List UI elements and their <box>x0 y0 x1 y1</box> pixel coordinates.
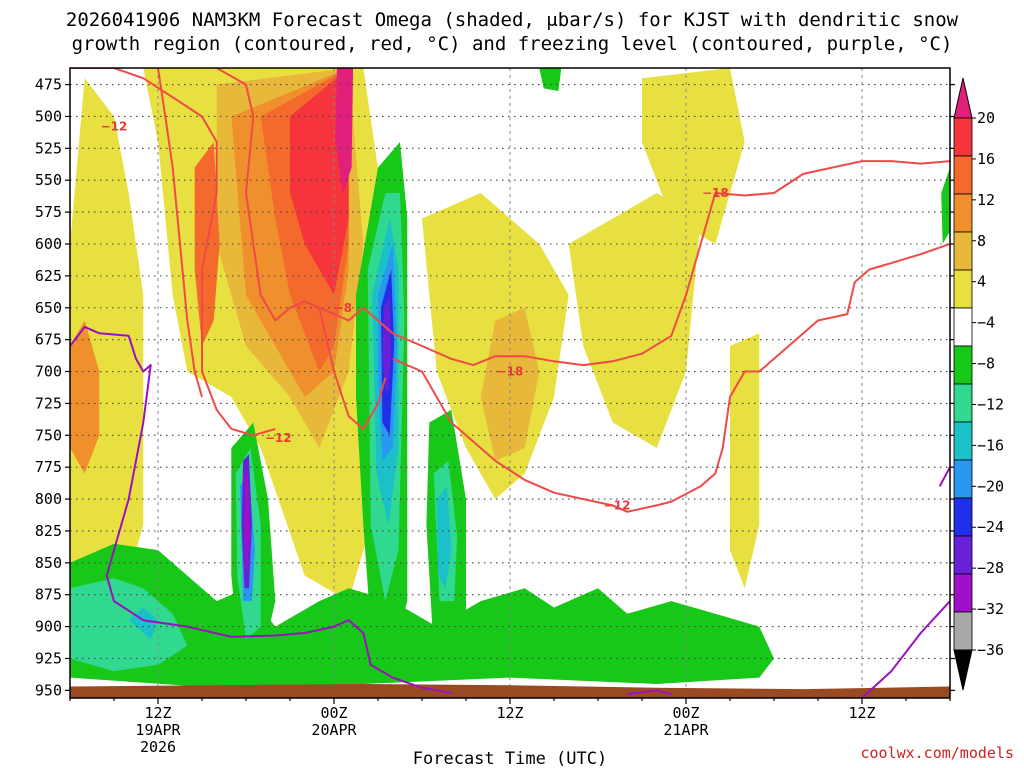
y-tick-label-775: 775 <box>35 458 62 476</box>
colorbar-label-11: −28 <box>977 559 1004 577</box>
colorbar-label-13: −36 <box>977 641 1004 659</box>
contour-freezing-level-edge <box>938 466 950 487</box>
y-tick-label-725: 725 <box>35 394 62 412</box>
omega-region-sink-col1-violet <box>244 473 250 576</box>
colorbar-label-9: −20 <box>977 477 1004 495</box>
y-tick-label-950: 950 <box>35 681 62 699</box>
x-tick-label-6-0: 12Z <box>144 704 171 722</box>
chart-title-line-2: growth region (contoured, red, °C) and f… <box>72 33 953 55</box>
y-tick-label-825: 825 <box>35 522 62 540</box>
colorbar-label-10: −24 <box>977 518 1004 536</box>
colorbar-bin-1 <box>953 155 973 195</box>
y-axis: 475 500 525 550 575 600 625 650 675 700 725 750 775 8… <box>35 76 955 699</box>
y-tick-label-475: 475 <box>35 76 62 94</box>
y-tick-label-650: 650 <box>35 299 62 317</box>
y-tick-label-575: 575 <box>35 203 62 221</box>
x-tick-label-42-0: 00Z <box>672 704 699 722</box>
colorbar-bin-11 <box>953 535 973 575</box>
y-tick-label-750: 750 <box>35 426 62 444</box>
colorbar-bin-5 <box>953 307 973 347</box>
omega-region-ascent-late-strip <box>730 333 760 589</box>
colorbar-label-5: −4 <box>977 314 995 332</box>
x-tick-label-42-1: 21APR <box>663 721 709 739</box>
y-tick-label-925: 925 <box>35 649 62 667</box>
y-tick-label-625: 625 <box>35 267 62 285</box>
contour-dgz-minus12-upper <box>70 68 233 430</box>
contour-label-dgz-minus12-upper: −12 <box>101 120 128 134</box>
contour-freezing-level-right <box>861 600 950 698</box>
contour-label-dgz-minus18-cut: −8 <box>334 301 352 315</box>
chart-title-line-1: 2026041906 NAM3KM Forecast Omega (shaded… <box>66 9 959 31</box>
colorbar-label-2: 12 <box>977 191 995 209</box>
x-tick-label-6-1: 19APR <box>135 721 181 739</box>
contour-freezing-level-bottom <box>627 689 672 696</box>
x-tick-label-6-2: 2026 <box>140 738 176 756</box>
omega-region-sink-ur-green-2 <box>941 167 950 244</box>
contour-dgz-minus18-main <box>216 68 950 367</box>
contour-freezing-level-left <box>70 325 452 694</box>
credit-link[interactable]: coolwx.com/models <box>860 744 1014 762</box>
y-tick-label-875: 875 <box>35 586 62 604</box>
colorbar-bin-13 <box>953 611 973 651</box>
colorbar-label-12: −32 <box>977 600 1004 618</box>
colorbar-label-8: −16 <box>977 436 1004 454</box>
y-tick-label-550: 550 <box>35 171 62 189</box>
omega-region-ascent-day2-yellow <box>568 193 701 448</box>
y-tick-label-800: 800 <box>35 490 62 508</box>
colorbar: 20 16 12 8 4 −4 −8 −12 −16 −20 −24 −28 −32 −36 <box>953 77 1004 691</box>
y-tick-label-850: 850 <box>35 554 62 572</box>
contour-label-dgz-minus12-lower: −12 <box>604 498 631 512</box>
y-tick-label-700: 700 <box>35 363 62 381</box>
colorbar-label-1: 16 <box>977 150 995 168</box>
y-tick-label-675: 675 <box>35 331 62 349</box>
contour-dgz-minus18-left <box>157 68 203 398</box>
colorbar-bin-8 <box>953 421 973 461</box>
colorbar-label-4: 4 <box>977 273 986 291</box>
colorbar-bin-7 <box>953 383 973 423</box>
y-tick-label-500: 500 <box>35 107 62 125</box>
x-tick-label-54-0: 12Z <box>848 704 875 722</box>
omega-region-ascent-main-peak <box>335 68 354 193</box>
colorbar-bin-4 <box>953 269 973 309</box>
terrain-layer <box>70 684 950 698</box>
colorbar-label-7: −12 <box>977 395 1004 413</box>
contour-label-dgz-minus12-mid: −12 <box>265 431 292 445</box>
colorbar-bin-3 <box>953 231 973 271</box>
colorbar-bin-0 <box>953 117 973 157</box>
colorbar-bottom-extend <box>953 649 973 691</box>
contour-dgz-minus12-lower <box>392 243 950 513</box>
x-tick-label-18-1: 20APR <box>311 721 357 739</box>
contour-label-dgz-minus18-main: −18 <box>497 365 524 379</box>
terrain-ground <box>70 684 950 698</box>
contour-label-dgz-minus18-left: −18 <box>702 186 729 200</box>
y-tick-label-900: 900 <box>35 618 62 636</box>
x-axis-label: Forecast Time (UTC) <box>413 749 607 768</box>
y-tick-label-525: 525 <box>35 139 62 157</box>
contour-dgz-minus18-cut <box>318 307 387 430</box>
colorbar-bin-6 <box>953 345 973 385</box>
grid-layer <box>70 68 950 698</box>
colorbar-bin-2 <box>953 193 973 233</box>
colorbar-bin-9 <box>953 459 973 499</box>
omega-region-sink-col3-cyan <box>436 486 452 589</box>
contour-layer <box>70 68 950 698</box>
colorbar-bin-12 <box>953 573 973 613</box>
colorbar-top-extend <box>953 77 973 119</box>
colorbar-label-3: 8 <box>977 232 986 250</box>
x-tick-label-30-0: 12Z <box>496 704 523 722</box>
omega-region-ascent-day2-upper <box>642 68 745 244</box>
colorbar-label-6: −8 <box>977 355 995 373</box>
contour-label-layer: −12 −18 −18 −8 −12 −12 <box>101 120 729 513</box>
omega-region-sink-ur-green <box>539 68 562 91</box>
y-tick-label-600: 600 <box>35 235 62 253</box>
x-tick-label-18-0: 00Z <box>320 704 347 722</box>
colorbar-bin-10 <box>953 497 973 537</box>
contour-dgz-minus12-mid <box>231 427 276 437</box>
colorbar-label-0: 20 <box>977 109 995 127</box>
